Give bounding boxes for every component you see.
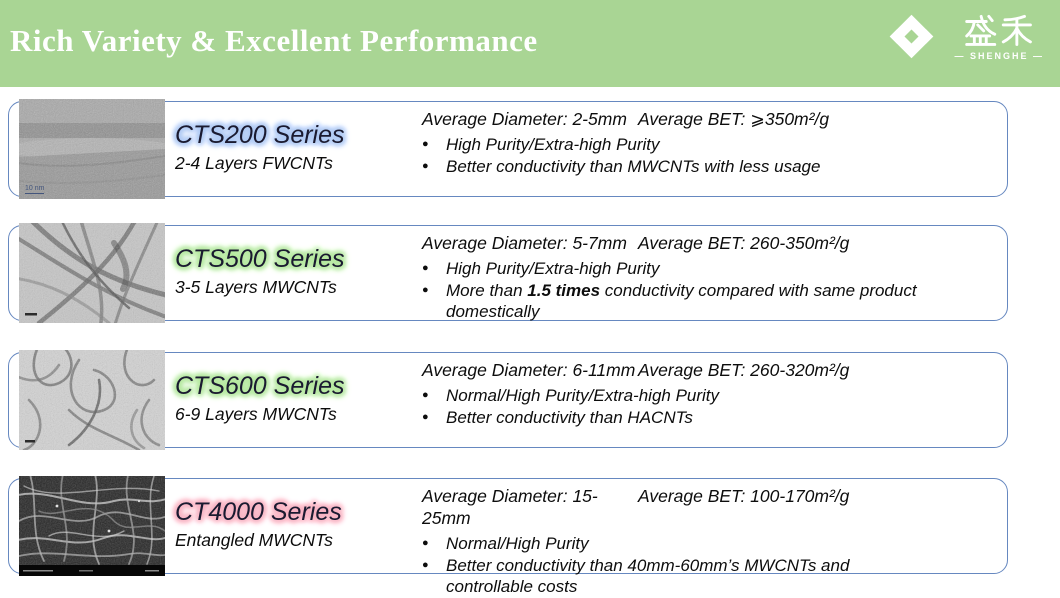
product-row-cts500: CTS500 Series 3-5 Layers MWCNTs Average … [8, 223, 1008, 323]
bullet-dot-icon: ● [422, 537, 429, 549]
bullet-item: ● Normal/High Purity [422, 534, 589, 553]
logo-cn-glyphs-icon [965, 14, 1033, 46]
logo-text: 盛禾 — SHEN [954, 13, 1044, 61]
bullet-dot-icon: ● [422, 262, 429, 274]
bullet-item: ● Better conductivity than 40mm-60mm’s M… [422, 555, 850, 597]
series-title: CT4000 Series [175, 497, 342, 526]
spec-box-border [8, 352, 1008, 448]
logo-diamond-icon [890, 14, 934, 59]
bullet-item: ● High Purity/Extra-high Purity [422, 135, 660, 154]
series-title: CTS500 Series [175, 244, 345, 273]
spec-headline: Average Diameter: 6-11mm Average BET: 26… [422, 359, 988, 381]
series-title: CTS200 Series [175, 120, 345, 149]
bullet-dot-icon: ● [422, 283, 429, 296]
series-block: CTS200 Series 2-4 Layers FWCNTs [175, 101, 345, 197]
tem-image-cts500 [19, 223, 165, 323]
series-subtitle: 3-5 Layers MWCNTs [175, 276, 337, 297]
avg-bet: Average BET: 260-320m²/g [638, 360, 850, 380]
series-subtitle: Entangled MWCNTs [175, 529, 333, 550]
bullet-item: ● High Purity/Extra-high Purity [422, 259, 660, 278]
avg-diameter: Average Diameter: 2-5mm [422, 109, 627, 129]
spec-headline: Average Diameter: 5-7mm Average BET: 260… [422, 232, 988, 254]
avg-bet: Average BET: 100-170m²/g [638, 486, 850, 506]
avg-diameter: Average Diameter: 15-25mm [422, 486, 598, 528]
spec-text: Average Diameter: 6-11mm Average BET: 26… [422, 359, 988, 428]
series-block: CTS500 Series 3-5 Layers MWCNTs [175, 225, 345, 321]
spec-headline: Average Diameter: 2-5mm Average BET: ⩾35… [422, 108, 988, 130]
series-block: CT4000 Series Entangled MWCNTs [175, 478, 342, 574]
series-block: CTS600 Series 6-9 Layers MWCNTs [175, 352, 345, 448]
spec-text: Average Diameter: 5-7mm Average BET: 260… [422, 232, 988, 323]
avg-bet: Average BET: 260-350m²/g [638, 233, 850, 253]
spec-box-border [8, 478, 1008, 574]
header-bar: Rich Variety & Excellent Performance 盛禾 [0, 0, 1060, 87]
brand-logo: 盛禾 — SHEN [884, 9, 1044, 64]
page-title: Rich Variety & Excellent Performance [10, 22, 538, 58]
series-title: CTS600 Series [175, 371, 345, 400]
bullet-dot-icon: ● [422, 159, 429, 172]
product-row-ct4000: CT4000 Series Entangled MWCNTs Average D… [8, 476, 1008, 596]
bullet-dot-icon: ● [422, 138, 429, 150]
product-row-cts200: 10 nm CTS200 Series 2-4 Layers FWCNTs Av… [8, 99, 1008, 199]
series-subtitle: 6-9 Layers MWCNTs [175, 403, 337, 424]
spec-headline: Average Diameter: 15-25mm Average BET: 1… [422, 485, 988, 529]
bullet-item: ● Normal/High Purity/Extra-high Purity [422, 386, 720, 405]
bullet-item: ● Better conductivity than HACNTs [422, 407, 693, 427]
series-subtitle: 2-4 Layers FWCNTs [175, 152, 333, 173]
bullet-dot-icon: ● [422, 389, 429, 401]
sem-image-ct4000 [19, 476, 165, 576]
spec-text: Average Diameter: 2-5mm Average BET: ⩾35… [422, 108, 988, 177]
spec-box-border [8, 101, 1008, 197]
tem-image-cts600 [19, 350, 165, 450]
bullet-dot-icon: ● [422, 558, 429, 571]
bullet-dot-icon: ● [422, 410, 429, 423]
bullet-item: ● Better conductivity than MWCNTs with l… [422, 156, 821, 176]
avg-bet: Average BET: ⩾350m²/g [638, 109, 830, 129]
product-row-cts600: CTS600 Series 6-9 Layers MWCNTs Average … [8, 350, 1008, 450]
avg-diameter: Average Diameter: 5-7mm [422, 233, 627, 253]
logo-en-text: — SHENGHE — [954, 50, 1044, 61]
spec-text: Average Diameter: 15-25mm Average BET: 1… [422, 485, 988, 598]
spec-box-border [8, 225, 1008, 321]
avg-diameter: Average Diameter: 6-11mm [422, 360, 636, 380]
tem-image-cts200: 10 nm [19, 99, 165, 199]
scale-bar-label: 10 nm [25, 185, 45, 194]
bullet-item: ● More than 1.5 times conductivity compa… [422, 280, 917, 322]
